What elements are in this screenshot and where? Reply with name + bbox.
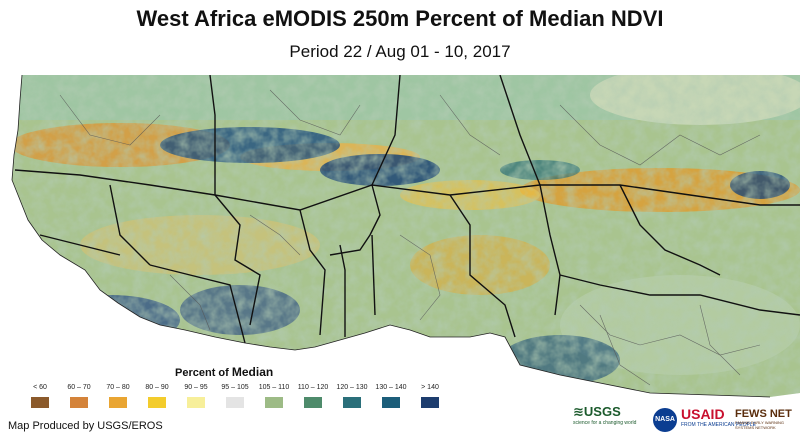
- map-title: West Africa eMODIS 250m Percent of Media…: [136, 6, 664, 31]
- legend-swatch: [304, 397, 322, 408]
- legend-swatch: [421, 397, 439, 408]
- legend-item-label: < 60: [33, 384, 47, 391]
- legend-item-label: 80 – 90: [145, 384, 169, 391]
- legend-swatch: [226, 397, 244, 408]
- legend: < 60 60 – 70 70 – 80 80 – 90 90 – 95 95 – 105…: [20, 382, 450, 414]
- legend-item: 120 – 130: [332, 382, 372, 408]
- legend-item: < 60: [20, 382, 60, 408]
- legend-swatch: [343, 397, 361, 408]
- legend-swatch: [382, 397, 400, 408]
- legend-item: 95 – 105: [215, 382, 255, 408]
- usgs-logo: ≋USGS science for a changing world: [573, 404, 637, 426]
- legend-item: 80 – 90: [137, 382, 177, 408]
- nasa-logo: NASA: [653, 408, 677, 440]
- legend-item-label: 95 – 105: [221, 384, 249, 391]
- legend-item-label: 130 – 140: [375, 384, 407, 391]
- fews-net-logo: FEWS NET FAMINE EARLY WARNING SYSTEMS NE…: [735, 408, 792, 430]
- legend-title: Percent of Median: [175, 365, 274, 379]
- legend-swatch: [265, 397, 283, 408]
- legend-swatch: [187, 397, 205, 408]
- legend-item: 70 – 80: [98, 382, 138, 408]
- usaid-logo: USAID FROM THE AMERICAN PEOPLE: [681, 406, 756, 428]
- legend-item-label: 70 – 80: [106, 384, 130, 391]
- legend-item-label: 110 – 120: [297, 384, 329, 391]
- ndvi-map: [11, 75, 800, 398]
- legend-item: 130 – 140: [371, 382, 411, 408]
- legend-item: 60 – 70: [59, 382, 99, 408]
- legend-item: 90 – 95: [176, 382, 216, 408]
- legend-item-label: > 140: [421, 384, 439, 391]
- legend-item: > 140: [410, 382, 450, 408]
- legend-item-label: 105 – 110: [258, 384, 290, 391]
- legend-item: 105 – 110: [254, 382, 294, 408]
- legend-item: 110 – 120: [293, 382, 333, 408]
- agency-logos: ≋USGS science for a changing world NASA …: [573, 404, 795, 436]
- legend-swatch: [31, 397, 49, 408]
- legend-swatch: [148, 397, 166, 408]
- legend-item-label: 90 – 95: [184, 384, 208, 391]
- legend-swatch: [70, 397, 88, 408]
- map-credit: Map Produced by USGS/EROS: [8, 420, 163, 432]
- legend-item-label: 60 – 70: [67, 384, 91, 391]
- map-subtitle: Period 22 / Aug 01 - 10, 2017: [289, 42, 511, 61]
- legend-item-label: 120 – 130: [336, 384, 368, 391]
- legend-swatch: [109, 397, 127, 408]
